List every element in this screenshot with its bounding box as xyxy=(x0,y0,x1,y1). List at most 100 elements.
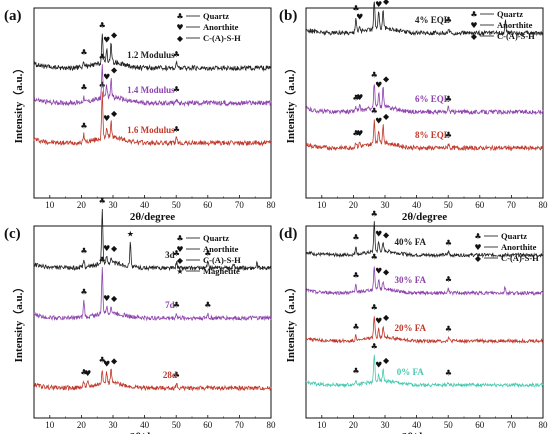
legend-symbol: ♣ xyxy=(470,10,477,19)
x-tick-label: 20 xyxy=(349,420,359,430)
x-tick-label: 10 xyxy=(317,420,327,430)
peak-marker: ♣ xyxy=(352,367,359,376)
x-tick-label: 40 xyxy=(140,200,150,210)
panel-c: (c) 10 20 30 40 50 60 70 80 2θ/degree Intensity（a.… xyxy=(4,197,276,434)
peak-marker: ♣ xyxy=(371,71,378,80)
series-label: 8% EQL xyxy=(415,130,450,140)
peak-marker: ♣ xyxy=(80,48,87,57)
peak-marker: ♥ xyxy=(375,266,382,275)
x-tick-label: 70 xyxy=(507,420,517,430)
series-line xyxy=(305,1,544,37)
peak-marker: ♣ xyxy=(99,81,106,90)
x-tick-label: 60 xyxy=(475,420,485,430)
x-tick-label: 80 xyxy=(539,420,549,430)
peak-marker: ♣ xyxy=(80,368,87,377)
peak-marker: ♥ xyxy=(375,230,382,239)
series-label: 28d xyxy=(163,370,177,380)
panel-b: (b) 10 20 30 40 50 60 70 80 2θ/degree Intensity（a.… xyxy=(279,0,548,223)
x-tick-label: 70 xyxy=(235,200,245,210)
panel-letter: (a) xyxy=(4,8,22,24)
peak-marker: ♣ xyxy=(352,4,359,13)
series-line xyxy=(33,267,272,322)
series-line xyxy=(33,33,272,72)
series-line xyxy=(305,221,544,259)
panel-letter: (d) xyxy=(279,226,297,242)
peak-marker: ♣ xyxy=(80,121,87,130)
x-tick-label: 70 xyxy=(507,200,517,210)
peak-marker: ◆ xyxy=(383,313,390,322)
legend-label: Anorthite xyxy=(501,242,537,252)
x-tick-label: 80 xyxy=(539,200,549,210)
peak-marker: ♥ xyxy=(103,294,110,303)
peak-marker: ◆ xyxy=(111,65,118,74)
legend-symbol: ♥ xyxy=(176,245,183,254)
series-line xyxy=(33,208,272,272)
legend-symbol: ♣ xyxy=(176,12,183,21)
y-axis-label: Intensity（a.u.） xyxy=(12,63,25,144)
x-tick-label: 40 xyxy=(412,420,422,430)
peak-marker: ♣ xyxy=(352,233,359,242)
legend-symbol: ◆ xyxy=(177,34,184,43)
legend-symbol: ★ xyxy=(176,267,183,276)
series-label: 40% FA xyxy=(394,237,426,247)
legend-symbol: ◆ xyxy=(475,254,482,263)
legend-symbol: ♣ xyxy=(176,234,183,243)
peak-marker: ★ xyxy=(127,229,134,238)
x-tick-label: 50 xyxy=(444,200,454,210)
peak-marker: ♣ xyxy=(445,94,452,103)
peak-marker: ♣ xyxy=(445,275,452,284)
peak-marker: ♣ xyxy=(352,271,359,280)
peak-marker: ♣ xyxy=(173,85,180,94)
x-tick-label: 20 xyxy=(349,200,359,210)
x-tick-label: 80 xyxy=(267,200,277,210)
panel-a: (a) 10 20 30 40 50 60 70 80 2θ/degree Intensity（a.… xyxy=(4,7,277,223)
legend-label: Quartz xyxy=(497,9,523,19)
x-tick-label: 10 xyxy=(317,200,327,210)
peak-marker: ♥ xyxy=(356,129,363,138)
peak-marker: ◆ xyxy=(383,0,390,6)
series-line xyxy=(305,266,544,297)
x-tick-label: 50 xyxy=(172,200,182,210)
legend-symbol: ♥ xyxy=(470,21,477,30)
peak-marker: ♣ xyxy=(80,247,87,256)
peak-marker: ♥ xyxy=(375,361,382,370)
x-tick-label: 30 xyxy=(109,420,119,430)
series-label: 1.4 Modulus xyxy=(127,85,175,95)
x-tick-label: 20 xyxy=(77,200,87,210)
peak-marker: ♣ xyxy=(352,94,359,103)
legend-symbol: ♥ xyxy=(474,243,481,252)
legend-label: Anorthite xyxy=(203,244,239,254)
peak-marker: ◆ xyxy=(383,267,390,276)
peak-marker: ♥ xyxy=(375,0,382,9)
peak-marker: ♣ xyxy=(99,197,106,206)
y-axis-label: Intensity（a.u.） xyxy=(284,282,297,363)
peak-marker: ◆ xyxy=(111,30,118,39)
peak-marker: ♣ xyxy=(173,125,180,134)
series-label: 1.2 Modulus xyxy=(127,50,175,60)
peak-marker: ♣ xyxy=(445,324,452,333)
series-line xyxy=(305,316,543,345)
peak-marker: ◆ xyxy=(111,294,118,303)
x-tick-label: 60 xyxy=(475,200,485,210)
peak-marker: ♥ xyxy=(103,244,110,253)
y-axis-label: Intensity（a.u.） xyxy=(284,63,297,144)
legend-symbol: ♥ xyxy=(176,23,183,32)
x-axis-label: 2θ/degree xyxy=(402,431,447,434)
peak-marker: ♣ xyxy=(445,238,452,247)
x-tick-label: 60 xyxy=(203,420,213,430)
series-label: 6% EQL xyxy=(415,94,450,104)
peak-marker: ♣ xyxy=(99,256,106,265)
legend-symbol: ♣ xyxy=(474,232,481,241)
peak-marker: ♥ xyxy=(375,317,382,326)
plot-frame xyxy=(33,225,272,419)
peak-marker: ♥ xyxy=(375,80,382,89)
peak-marker: ♣ xyxy=(352,323,359,332)
series-line xyxy=(305,84,544,116)
plot-frame xyxy=(305,225,544,419)
peak-marker: ♣ xyxy=(99,21,106,30)
x-axis-label: 2θ/degree xyxy=(130,211,175,223)
peak-marker: ◆ xyxy=(383,74,390,83)
series-label: 3d xyxy=(165,250,175,260)
peak-marker: ♣ xyxy=(99,356,106,365)
peak-marker: ♣ xyxy=(371,210,378,219)
